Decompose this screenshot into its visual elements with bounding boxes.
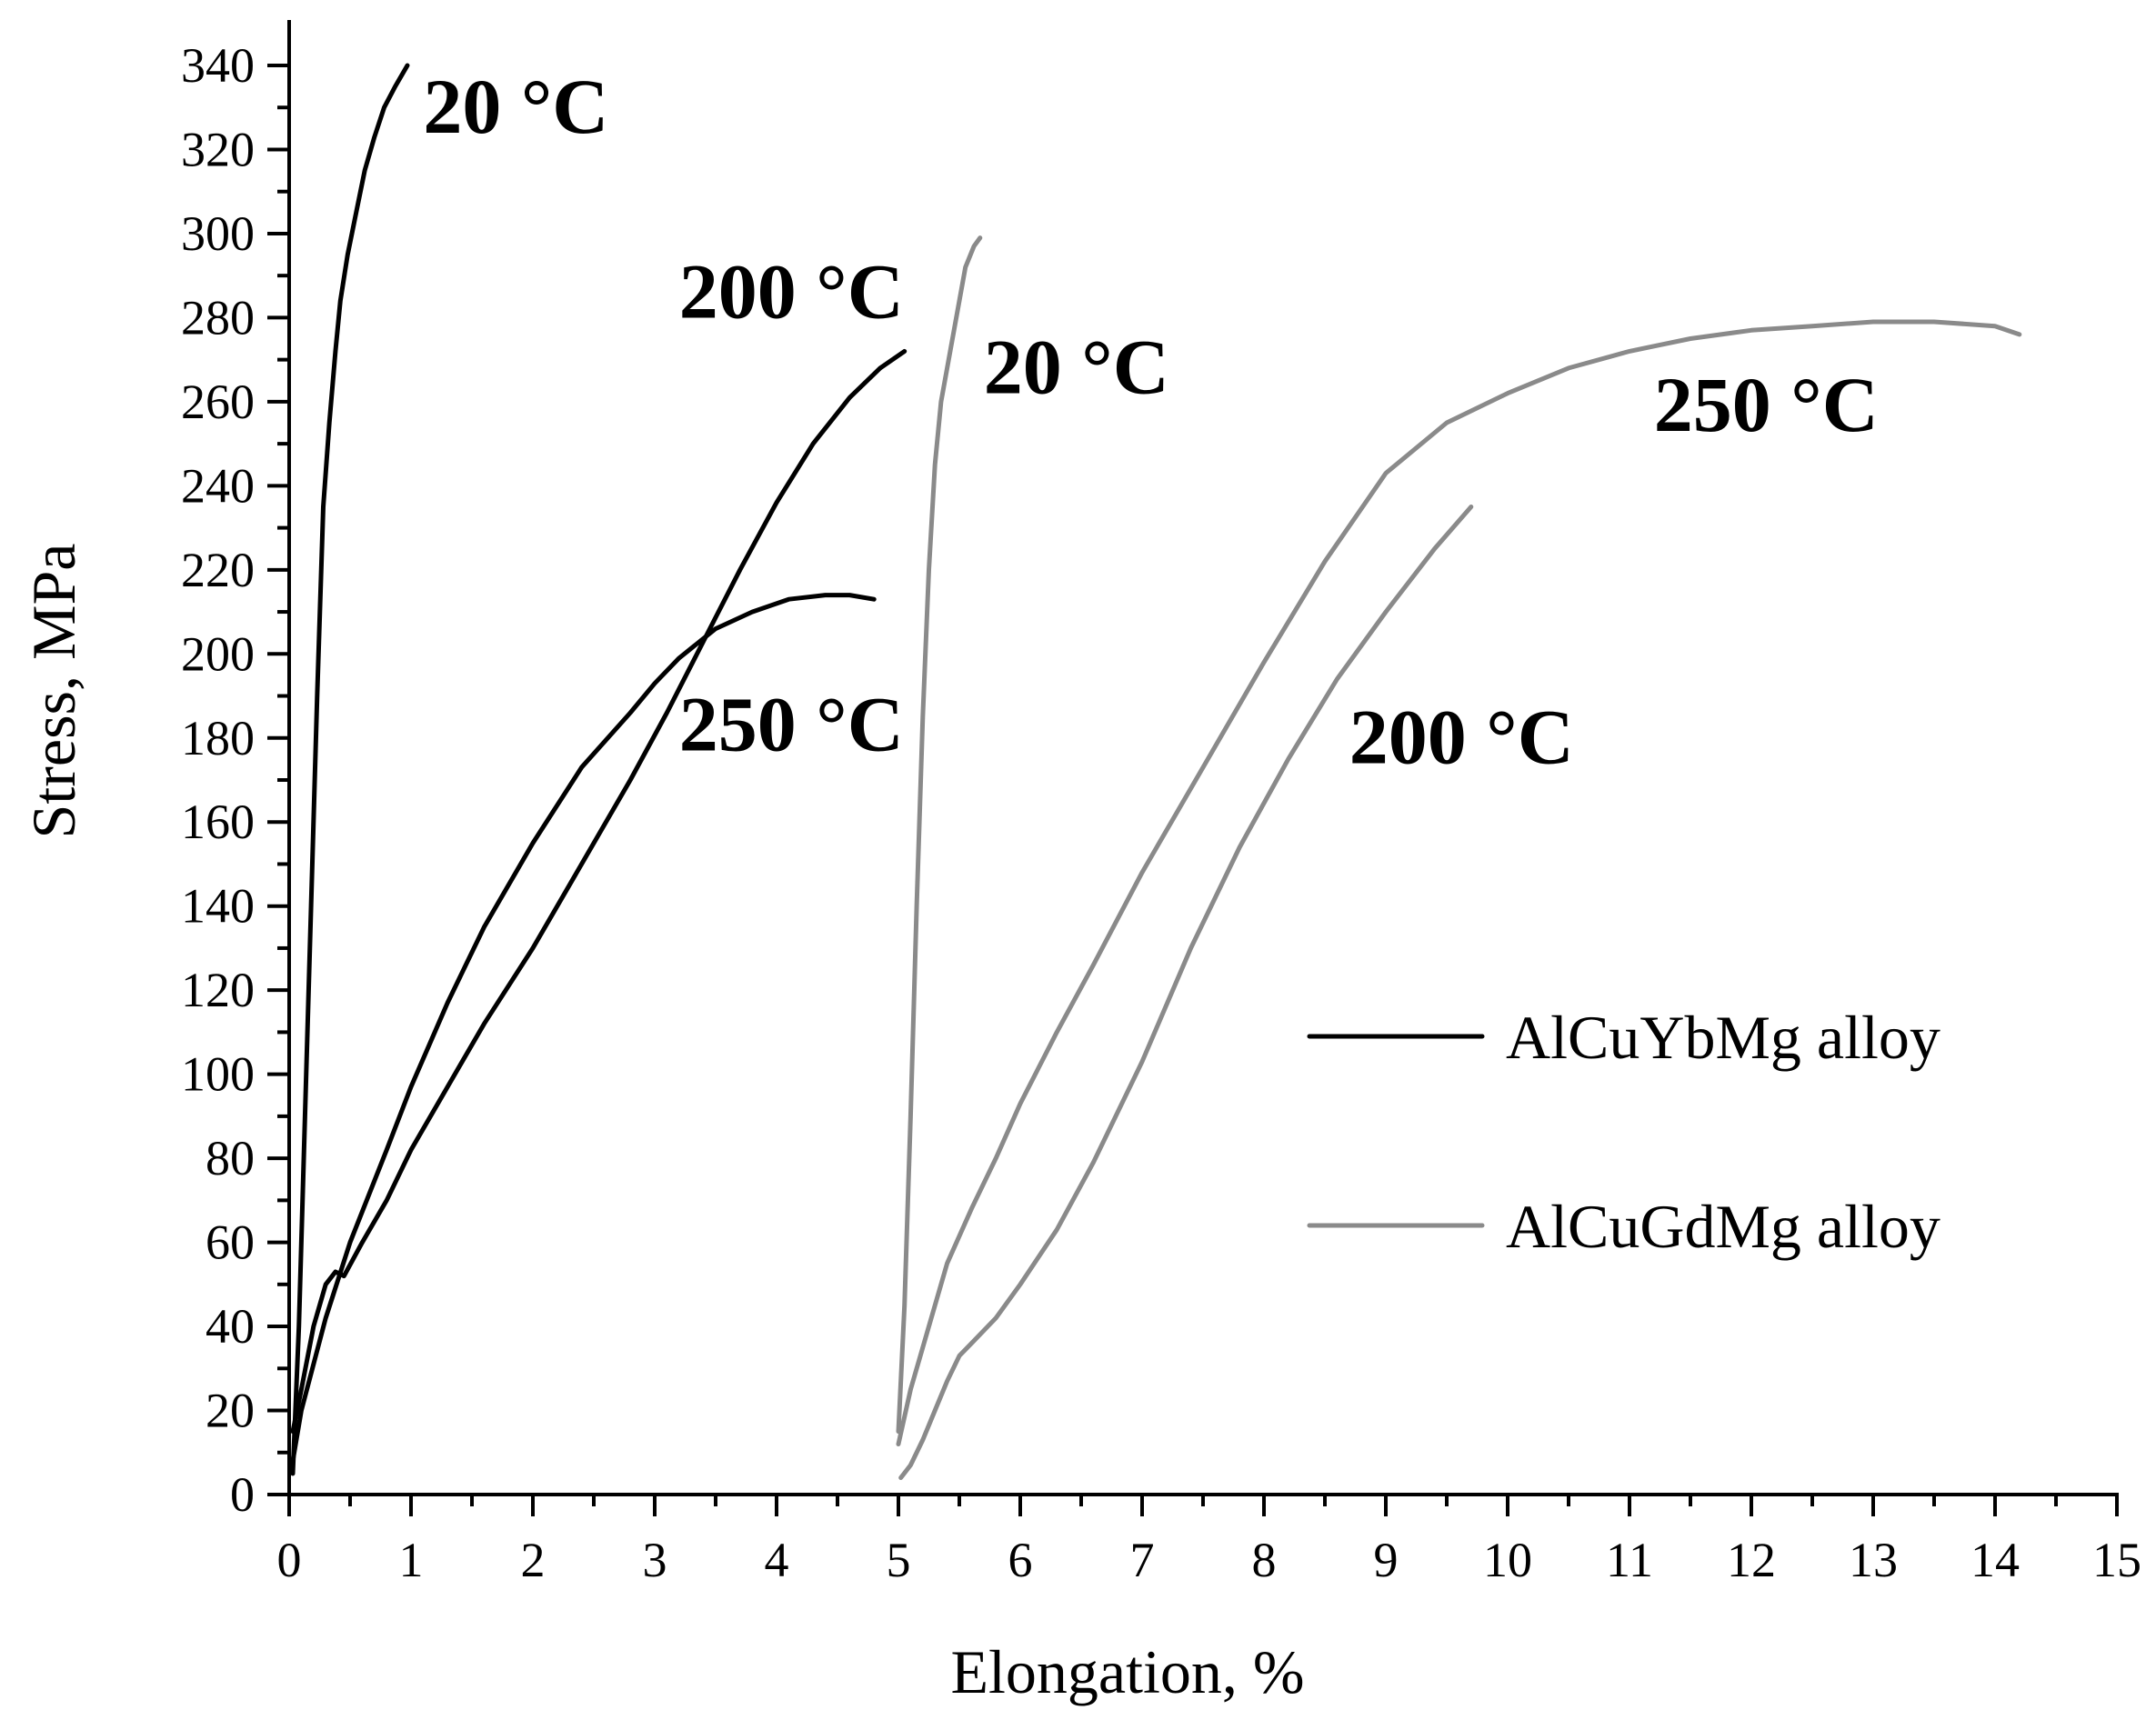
y-tick-label-120: 120 bbox=[181, 963, 255, 1017]
legend-label-alcuybmg: AlCuYbMg alloy bbox=[1506, 1003, 1940, 1072]
x-tick-label-3: 3 bbox=[643, 1533, 667, 1587]
annotations: 20 °C 200 °C 20 °C 250 °C 250 °C 200 °C bbox=[423, 63, 1878, 781]
x-tick-label-1: 1 bbox=[399, 1533, 424, 1587]
x-tick-label-13: 13 bbox=[1849, 1533, 1898, 1587]
x-axis-title: Elongation, % bbox=[950, 1637, 1304, 1706]
annotation-200-c-1: 200 °C bbox=[679, 247, 904, 335]
x-tick-label-15: 15 bbox=[2092, 1533, 2141, 1587]
x-tick-label-8: 8 bbox=[1252, 1533, 1277, 1587]
x-tick-label-6: 6 bbox=[1008, 1533, 1033, 1587]
y-axis-title: Stress, MPa bbox=[19, 544, 88, 839]
x-tick-label-2: 2 bbox=[521, 1533, 546, 1587]
y-tick-label-20: 20 bbox=[206, 1384, 255, 1438]
x-tick-label-14: 14 bbox=[1970, 1533, 2020, 1587]
y-tick-label-240: 240 bbox=[181, 458, 255, 513]
annotation-200-c-5: 200 °C bbox=[1349, 694, 1574, 781]
x-tick-label-4: 4 bbox=[765, 1533, 789, 1587]
x-axis-ticks: 0 1 2 3 4 5 6 7 8 9 10 11 12 13 14 15 bbox=[277, 1495, 2141, 1587]
series-line-alcugdmg-alloy-20-c bbox=[896, 235, 983, 1435]
y-tick-label-200: 200 bbox=[181, 626, 255, 681]
y-tick-label-320: 320 bbox=[181, 122, 255, 176]
series-line-alcuybmg-alloy-20-c bbox=[290, 63, 410, 1476]
x-tick-label-9: 9 bbox=[1374, 1533, 1399, 1587]
annotation-20-c-0: 20 °C bbox=[423, 63, 608, 150]
x-tick-label-7: 7 bbox=[1130, 1533, 1155, 1587]
y-tick-label-300: 300 bbox=[181, 206, 255, 261]
series-line-alcugdmg-alloy-250-c bbox=[896, 319, 2022, 1446]
y-tick-label-260: 260 bbox=[181, 375, 255, 429]
x-tick-label-11: 11 bbox=[1606, 1533, 1653, 1587]
y-axis-ticks: 0 20 40 60 80 100 120 140 160 180 200 220 240 260 280 3… bbox=[181, 38, 289, 1522]
y-tick-label-220: 220 bbox=[181, 543, 255, 597]
y-tick-label-40: 40 bbox=[206, 1299, 255, 1354]
y-tick-label-0: 0 bbox=[230, 1467, 255, 1522]
series-line-alcuybmg-alloy-200-c bbox=[290, 348, 908, 1435]
series-line-alcugdmg-alloy-200-c bbox=[898, 505, 1474, 1480]
x-tick-label-10: 10 bbox=[1483, 1533, 1532, 1587]
y-tick-label-160: 160 bbox=[181, 795, 255, 849]
annotation-20-c-2: 20 °C bbox=[984, 324, 1169, 411]
y-tick-label-340: 340 bbox=[181, 38, 255, 93]
x-tick-label-12: 12 bbox=[1727, 1533, 1776, 1587]
y-tick-label-100: 100 bbox=[181, 1047, 255, 1102]
legend-label-alcugdmg: AlCuGdMg alloy bbox=[1506, 1192, 1940, 1261]
series-line-alcuybmg-alloy-250-c bbox=[290, 593, 877, 1464]
annotation-250-c-4: 250 °C bbox=[679, 681, 904, 768]
y-tick-label-180: 180 bbox=[181, 711, 255, 765]
x-tick-label-0: 0 bbox=[277, 1533, 302, 1587]
legend: AlCuYbMg alloy AlCuGdMg alloy bbox=[1307, 1003, 1940, 1261]
x-tick-label-5: 5 bbox=[887, 1533, 911, 1587]
y-tick-label-80: 80 bbox=[206, 1131, 255, 1185]
y-tick-label-60: 60 bbox=[206, 1215, 255, 1270]
plot-area bbox=[290, 63, 2022, 1480]
y-tick-label-280: 280 bbox=[181, 290, 255, 345]
series-layer bbox=[290, 63, 2022, 1480]
annotation-250-c-3: 250 °C bbox=[1654, 361, 1879, 448]
y-tick-label-140: 140 bbox=[181, 879, 255, 934]
